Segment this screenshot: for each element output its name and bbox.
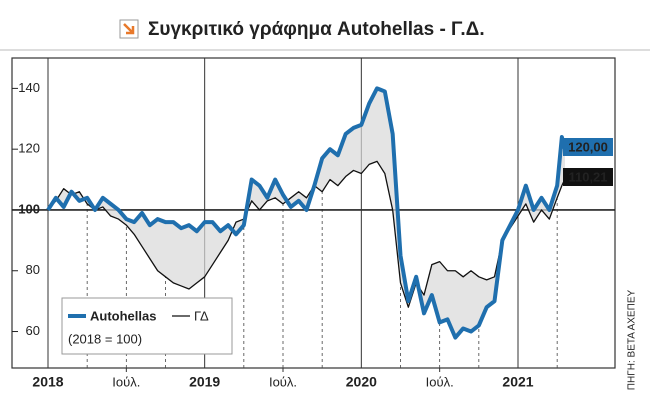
y-tick-label: 100 <box>18 201 40 216</box>
legend-box <box>61 297 233 355</box>
legend-note: (2018 = 100) <box>68 331 142 346</box>
x-tick-label: Ιούλ. <box>112 374 140 389</box>
x-tick-label: 2021 <box>502 374 533 390</box>
legend-label: Autohellas <box>90 308 156 323</box>
spread-area <box>48 88 565 338</box>
end-label: 110,21 <box>568 169 607 184</box>
legend-label: ΓΔ <box>194 308 209 323</box>
chart-title: Συγκριτικό γράφημα Autohellas - Γ.Δ. <box>148 19 485 40</box>
plot-frame <box>11 57 616 369</box>
y-tick-label: 60 <box>26 323 40 338</box>
title-icon <box>119 19 139 39</box>
series-line <box>46 86 567 340</box>
x-tick-label: 2019 <box>189 374 220 390</box>
x-tick-label: Ιούλ. <box>269 374 297 389</box>
end-label: 120,00 <box>568 139 608 154</box>
x-tick-label: 2018 <box>32 374 63 390</box>
title-icon-arrow <box>123 23 135 35</box>
y-tick-label: 120 <box>18 141 40 156</box>
y-tick-label: 140 <box>18 80 40 95</box>
x-tick-label: Ιούλ. <box>426 374 454 389</box>
source: ΠΗΓΗ: ΒΕΤΑ ΑΧΕΠΕΥ <box>627 289 638 390</box>
end-label-box <box>563 168 613 186</box>
end-label-box <box>563 138 613 156</box>
y-tick-label: 80 <box>26 262 40 277</box>
x-tick-label: 2020 <box>346 374 377 390</box>
